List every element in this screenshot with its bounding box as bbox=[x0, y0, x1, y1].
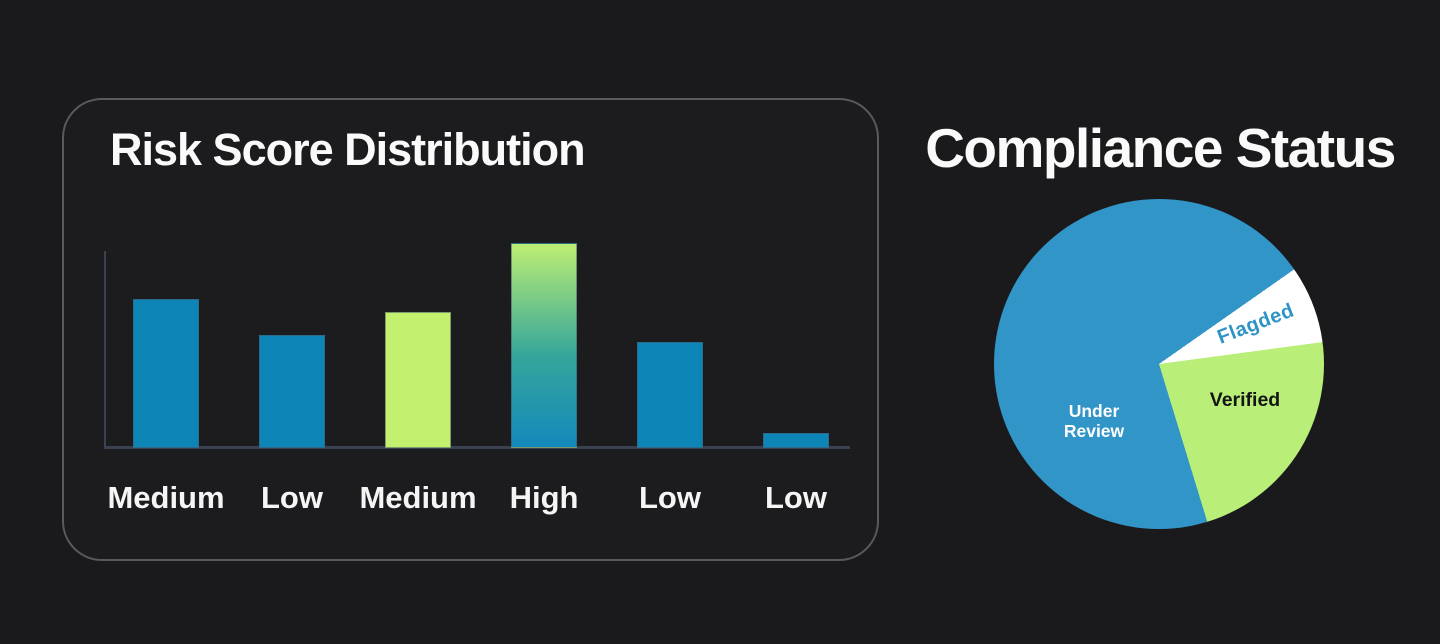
pie-label-under-review: Under Review bbox=[1063, 401, 1125, 441]
bar-label-4: High bbox=[509, 480, 579, 515]
y-axis-line bbox=[104, 251, 106, 448]
pie-label-flagded: Flagded bbox=[1214, 299, 1298, 349]
bar-label-3: Medium bbox=[359, 480, 477, 515]
bar-label-6: Low bbox=[765, 480, 827, 515]
x-axis-line bbox=[104, 446, 850, 449]
risk-score-card: Risk Score Distribution Medium Low Medium H… bbox=[62, 98, 879, 561]
pie-chart-title: Compliance Status bbox=[925, 117, 1396, 179]
bar-chart-title: Risk Score Distribution bbox=[110, 124, 586, 175]
bar-label-2: Low bbox=[261, 480, 323, 515]
bar-5 bbox=[637, 342, 703, 448]
bar-chart-plot: Medium Low Medium High Low Low bbox=[64, 100, 877, 559]
bar-2 bbox=[259, 335, 325, 448]
bar-3 bbox=[385, 312, 451, 448]
bar-label-1: Medium bbox=[107, 480, 225, 515]
pie-label-verified: Verified bbox=[1209, 389, 1281, 411]
bar-1 bbox=[133, 299, 199, 448]
bar-label-5: Low bbox=[639, 480, 701, 515]
bar-4 bbox=[511, 243, 577, 448]
bar-6 bbox=[763, 433, 829, 448]
pie-chart: Flagded Verified Under Review bbox=[994, 199, 1324, 529]
